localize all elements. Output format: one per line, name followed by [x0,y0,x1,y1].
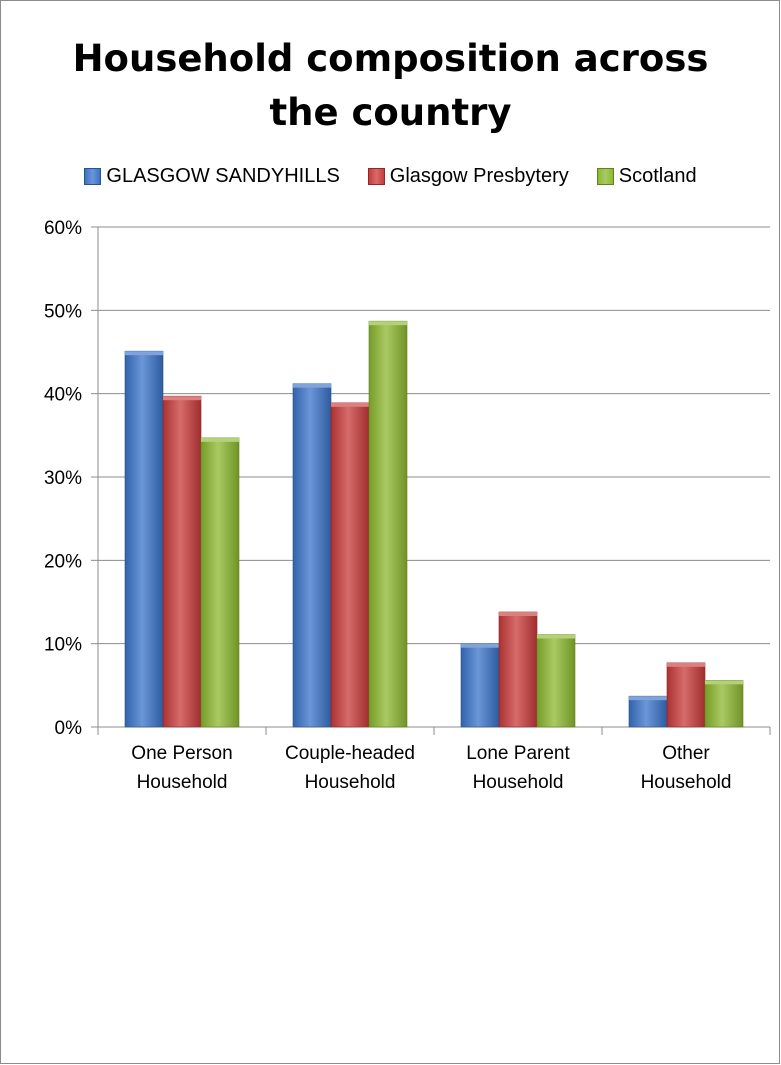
bar [704,680,744,728]
x-category-label: Lone Parent [466,743,570,764]
y-tick-label: 20% [44,551,82,572]
bar [292,383,332,728]
bar-cap [331,402,369,407]
legend-label: Scotland [618,165,697,187]
x-category-label: Household [305,772,396,793]
x-category-label: Other [662,743,710,764]
bar-cap [461,643,499,648]
x-category-label: Household [641,772,732,793]
legend-label: Glasgow Presbytery [389,165,569,187]
x-category-label: Household [473,772,564,793]
bar-cap [667,662,705,667]
bar-cap [705,680,743,685]
bar-cap [201,437,239,442]
bar-cap [125,351,163,356]
bar-cap [163,396,201,401]
bar [124,350,164,728]
legend-item-glasgow-sandyhills: GLASGOW SANDYHILLS [84,165,340,188]
bar [368,320,408,728]
legend-label: GLASGOW SANDYHILLS [106,165,340,187]
bar-cap [293,383,331,388]
x-category-label: Household [137,772,228,793]
legend-swatch [84,168,102,185]
y-tick-label: 50% [44,301,82,322]
bar [666,662,706,728]
bar [200,437,240,728]
bar [330,402,370,728]
legend-swatch [596,168,614,185]
x-category-label: One Person [131,743,232,764]
bar [460,643,500,728]
y-tick-label: 10% [44,635,82,656]
y-tick-label: 0% [55,718,83,739]
bar [498,611,538,728]
y-tick-label: 30% [44,468,82,489]
y-tick-label: 40% [44,385,82,406]
y-tick-label: 60% [44,218,82,239]
bar [628,695,668,728]
legend-item-glasgow-presbytery: Glasgow Presbytery [367,165,569,188]
bar-cap [537,634,575,639]
x-category-label: Couple-headed [285,743,415,764]
legend: GLASGOW SANDYHILLS Glasgow Presbytery Sc… [0,165,781,188]
bar-cap [499,612,537,616]
bar-cap [629,696,667,701]
chart-title: Household composition across the country [72,37,709,134]
legend-swatch [367,168,385,185]
bar [162,395,202,728]
bar-cap [369,321,407,326]
bar [536,634,576,728]
legend-item-scotland: Scotland [596,165,697,188]
